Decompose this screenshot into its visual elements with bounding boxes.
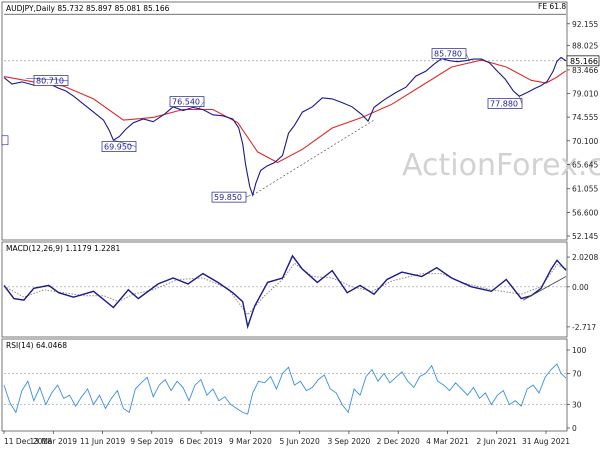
rsi-y-tick-label: 70 [572,369,582,378]
price-trendline [252,119,375,196]
macd-signal-line [3,262,567,316]
price-annotation: 59.850 [211,191,251,203]
price-annotation: 77.880 [487,96,523,109]
annotation-leader [519,96,523,104]
annotation-leader [465,53,470,61]
annotation-leader [113,139,137,147]
rsi-y-tick-label: 0 [572,424,577,433]
rsi-panel-frame [1,338,568,432]
macd-plot [3,254,567,330]
macd-y-tick-label: 0.00 [572,283,589,292]
y-tick-label: 79.010 [572,90,598,99]
y-tick-label: 52.145 [572,232,598,241]
macd-trendline [523,276,567,301]
rsi-title: RSI(14) 64.0468 [6,341,67,350]
annotation-label: 77.880 [490,100,518,109]
price-title: AUDJPY,Daily 85.732 85.897 85.081 85.166 [6,4,170,13]
x-tick-label: 11 Jun 2019 [80,437,125,446]
symbol-label: AUDJPY,Daily [6,4,55,13]
price-annotation: 76.540 [169,96,205,109]
y-tick-label: 61.055 [572,185,598,194]
y-tick-label: 65.645 [572,160,598,169]
macd-panel-frame [1,241,568,338]
annotation-label: 80.710 [36,76,64,85]
price-line [3,56,567,197]
annotation-label: 85.780 [434,50,462,59]
x-tick-label: 5 Jun 2020 [279,437,320,446]
price-annotation: 80.710 [25,75,69,86]
macd-title: MACD(12,26,9) 1.1179 1.2281 [6,244,120,253]
current-price-label: 85.166 [570,57,598,66]
x-tick-label: 2 Dec 2020 [377,437,420,446]
y-tick-label: 70.100 [572,137,598,146]
y-tick-label: 56.600 [572,208,598,217]
rsi-line [3,363,567,415]
left-edge-marker [1,135,9,146]
annotation-leader [245,194,251,198]
price-annotation: 85.780 [431,48,470,61]
x-tick-label: 2 Jun 2021 [477,437,518,446]
ohlc-values: 85.732 85.897 85.081 85.166 [57,4,169,13]
rsi-plot [3,363,567,415]
annotation-leader [25,77,69,81]
axes: 92.155 88.025 83.466 79.010 74.555 70.100 65.6… [3,20,600,446]
fibo-label: FE 61.8 [538,2,566,11]
price-plot: 80.710 69.950 76.540 59.850 85.780 77.880 [1,13,567,203]
y-tick-label: 92.155 [572,20,598,29]
x-tick-label: 11 Dec 2018 [4,437,52,446]
macd-y-tick-label: 2.0208 [572,253,598,262]
price-annotation: 69.950 [101,139,137,152]
macd-line [3,254,567,330]
x-tick-label: 13 Mar 2019 [29,437,77,446]
price-panel-frame [1,1,568,241]
x-tick-label: 31 Aug 2021 [522,437,570,446]
x-tick-label: 9 Mar 2020 [229,437,272,446]
y-tick-label: 74.555 [572,113,598,122]
annotation-leader [198,101,205,109]
rsi-y-tick-label: 30 [572,401,582,410]
annotation-label: 76.540 [172,98,200,107]
watermark-text: ActionForex.com [402,148,600,183]
x-tick-label: 4 Mar 2021 [426,437,469,446]
macd-y-tick-label: -2.717 [572,323,596,332]
current-price-box [566,55,600,67]
x-tick-label: 3 Sep 2020 [328,437,371,446]
moving-average-line [3,59,567,164]
x-tick-label: 9 Sep 2019 [130,437,173,446]
y-tick-label: 83.466 [572,66,598,75]
x-tick-label: 6 Dec 2019 [180,437,223,446]
y-tick-label: 88.025 [572,42,598,51]
rsi-y-tick-label: 100 [572,346,587,355]
annotation-label: 59.850 [214,193,242,202]
annotation-label: 69.950 [104,143,132,152]
